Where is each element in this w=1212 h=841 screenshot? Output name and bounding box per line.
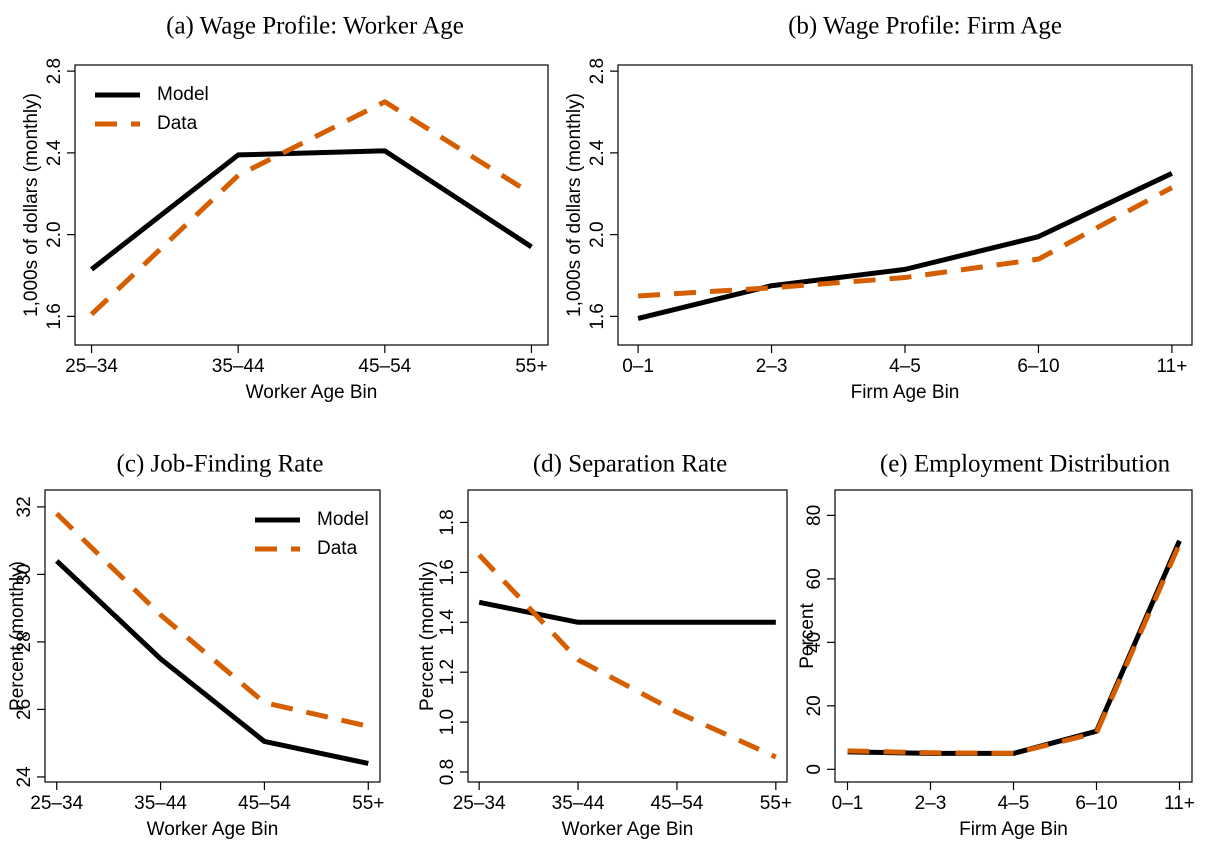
x-tick-label: 2–3 bbox=[915, 793, 947, 814]
y-tick-label: 1.6 bbox=[44, 303, 65, 329]
x-tick-label: 25–34 bbox=[30, 793, 83, 814]
y-tick-label: 1.6 bbox=[437, 559, 458, 585]
x-tick-label: 55+ bbox=[515, 356, 547, 377]
y-tick-label: 0.8 bbox=[437, 759, 458, 785]
plot-frame bbox=[74, 64, 549, 346]
y-tick-label: 1.0 bbox=[437, 709, 458, 735]
x-axis-label: Firm Age Bin bbox=[959, 819, 1068, 840]
chart-title: (c) Job-Finding Rate bbox=[117, 451, 324, 478]
data-line bbox=[847, 542, 1182, 756]
x-tick-label: 11+ bbox=[1164, 793, 1195, 814]
chart-title: (e) Employment Distribution bbox=[880, 451, 1171, 478]
y-tick-label: 2.8 bbox=[587, 58, 608, 84]
x-tick-label: 25–34 bbox=[453, 793, 506, 814]
y-tick-label: 1.6 bbox=[587, 303, 608, 329]
x-tick-label: 6–10 bbox=[1075, 793, 1117, 814]
x-axis-label: Worker Age Bin bbox=[147, 819, 279, 840]
x-axis-label: Firm Age Bin bbox=[851, 382, 960, 403]
y-tick-label: 60 bbox=[804, 568, 825, 589]
data-line bbox=[89, 99, 533, 317]
y-tick-label: 2.4 bbox=[44, 139, 65, 166]
y-tick-label: 2.0 bbox=[587, 221, 608, 247]
x-tick-label: 25–34 bbox=[65, 356, 118, 377]
legend-label: Data bbox=[317, 538, 358, 559]
x-tick-label: 45–54 bbox=[651, 793, 704, 814]
data-line bbox=[55, 559, 369, 766]
y-tick-label: 1.4 bbox=[437, 609, 458, 636]
y-tick-label: 30 bbox=[14, 564, 35, 585]
y-tick-label: 80 bbox=[804, 505, 825, 526]
y-tick-label: 2.4 bbox=[587, 139, 608, 166]
x-tick-label: 45–54 bbox=[358, 356, 411, 377]
y-tick-label: 2.8 bbox=[44, 58, 65, 84]
data-line bbox=[847, 539, 1182, 756]
y-axis-label: 1,000s of dollars (monthly) bbox=[564, 93, 585, 317]
plot-frame bbox=[467, 489, 788, 783]
data-line bbox=[637, 185, 1174, 299]
y-tick-label: 26 bbox=[14, 699, 35, 720]
x-tick-label: 2–3 bbox=[756, 356, 788, 377]
x-tick-label: 35–44 bbox=[552, 793, 605, 814]
y-tick-label: 20 bbox=[804, 695, 825, 716]
x-tick-label: 4–5 bbox=[998, 793, 1030, 814]
y-axis-label: Percent bbox=[797, 603, 818, 669]
y-axis-label: 1,000s of dollars (monthly) bbox=[21, 93, 42, 317]
x-tick-label: 0–1 bbox=[622, 356, 654, 377]
x-axis-label: Worker Age Bin bbox=[246, 382, 378, 403]
y-tick-label: 2.0 bbox=[44, 221, 65, 247]
data-line bbox=[54, 511, 369, 729]
legend-label: Model bbox=[157, 84, 209, 105]
x-tick-label: 35–44 bbox=[134, 793, 187, 814]
x-tick-label: 55+ bbox=[352, 793, 384, 814]
x-tick-label: 0–1 bbox=[832, 793, 864, 814]
data-line bbox=[90, 148, 533, 272]
chart-title: (d) Separation Rate bbox=[533, 451, 727, 478]
y-tick-label: 1.8 bbox=[437, 509, 458, 535]
data-line bbox=[637, 171, 1173, 321]
data-line bbox=[478, 599, 776, 625]
x-tick-label: 35–44 bbox=[212, 356, 265, 377]
y-tick-label: 0 bbox=[804, 764, 825, 775]
x-tick-label: 4–5 bbox=[889, 356, 921, 377]
plot-frame bbox=[44, 489, 381, 783]
chart-title: (b) Wage Profile: Firm Age bbox=[788, 13, 1062, 40]
x-tick-label: 11+ bbox=[1156, 356, 1187, 377]
chart-title: (a) Wage Profile: Worker Age bbox=[166, 13, 464, 40]
legend-label: Data bbox=[157, 113, 198, 134]
y-tick-label: 28 bbox=[14, 631, 35, 652]
legend-label: Model bbox=[317, 509, 369, 530]
x-tick-label: 55+ bbox=[760, 793, 792, 814]
data-line bbox=[477, 553, 777, 760]
y-tick-label: 1.2 bbox=[437, 659, 458, 685]
y-axis-label: Percent (monthly) bbox=[7, 561, 28, 711]
x-axis-label: Worker Age Bin bbox=[562, 819, 694, 840]
y-tick-label: 40 bbox=[804, 632, 825, 653]
y-axis-label: Percent (monthly) bbox=[417, 561, 438, 711]
y-tick-label: 32 bbox=[14, 496, 35, 517]
x-tick-label: 45–54 bbox=[238, 793, 291, 814]
y-tick-label: 24 bbox=[14, 766, 35, 788]
x-tick-label: 6–10 bbox=[1017, 356, 1059, 377]
